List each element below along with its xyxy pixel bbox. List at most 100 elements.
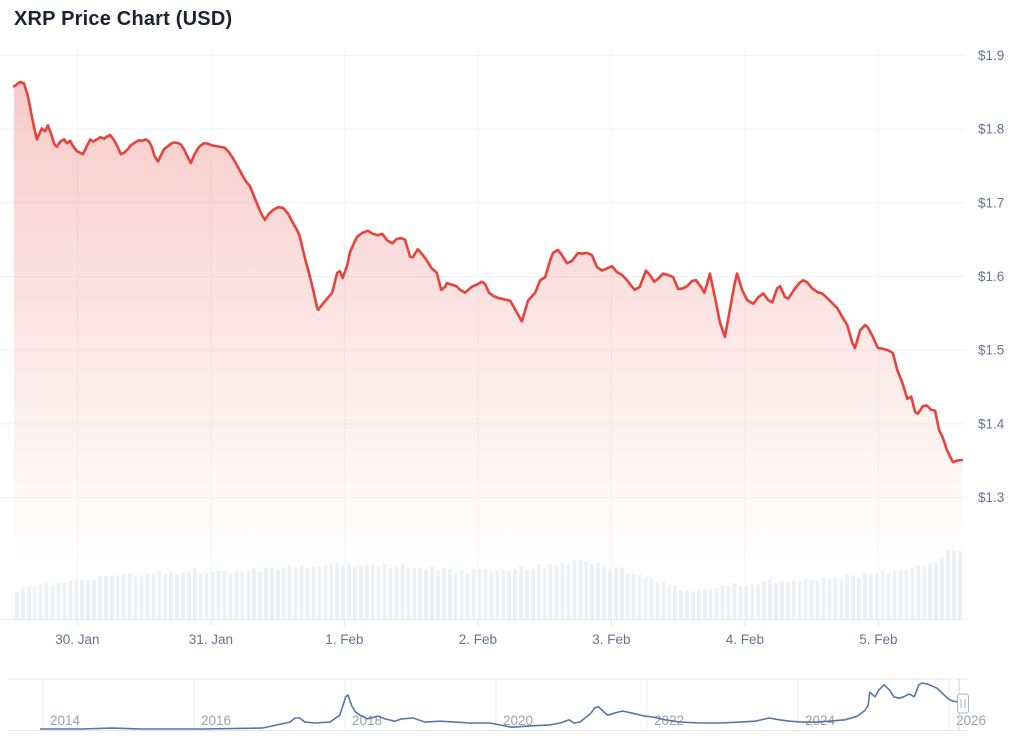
volume-bar (222, 571, 227, 619)
volume-bar (507, 571, 512, 619)
volume-bar (382, 563, 387, 619)
volume-bar (204, 573, 209, 619)
volume-bar (311, 566, 316, 619)
volume-bar (483, 569, 488, 619)
price-line[interactable] (12, 80, 964, 464)
volume-bar (791, 580, 796, 619)
volume-bar (750, 584, 755, 619)
volume-bar (358, 565, 363, 619)
volume-bar (596, 562, 600, 619)
volume-bar (744, 586, 749, 619)
volume-bar (62, 582, 67, 619)
volume-bar (477, 568, 482, 619)
volume-bar (329, 563, 334, 619)
volume-bar (560, 562, 565, 619)
volume-bar (613, 567, 618, 619)
volume-bar (857, 577, 861, 619)
volume-bar (192, 568, 197, 619)
volume-bar (216, 570, 221, 619)
volume-bar (691, 591, 695, 619)
volume-bar (447, 568, 452, 619)
volume-bar (602, 566, 606, 619)
volume-bar (803, 578, 808, 619)
y-axis-label: $1.8 (978, 122, 1004, 137)
volume-bar (44, 583, 49, 619)
x-axis-label: 3. Feb (592, 632, 630, 647)
volume-bar (376, 567, 381, 619)
volume-bar (471, 569, 476, 619)
volume-bar (904, 569, 909, 619)
y-axis-label: $1.9 (978, 48, 1004, 63)
navigator-year-label: 2024 (805, 713, 836, 728)
volume-bar (839, 579, 844, 619)
volume-bar (26, 586, 31, 619)
volume-bar (74, 579, 79, 619)
navigator-series-line[interactable] (40, 682, 958, 730)
volume-bar (210, 572, 215, 619)
navigator-year-label: 2016 (201, 713, 231, 728)
volume-bar (827, 579, 832, 619)
volume-bar (264, 567, 268, 619)
volume-bar (347, 563, 351, 619)
y-axis-label: $1.5 (978, 343, 1004, 358)
navigator-year-label: 2014 (50, 713, 81, 728)
volume-bar (495, 570, 500, 619)
volume-bar (886, 572, 891, 619)
volume-bar (762, 580, 767, 619)
navigator-drag-handle[interactable] (957, 693, 969, 714)
volume-bar (335, 562, 340, 619)
volume-bar (940, 556, 944, 619)
navigator-year-label: 2026 (956, 713, 986, 728)
volume-bar (530, 568, 535, 619)
volume-bar (631, 574, 636, 619)
page-title: XRP Price Chart (USD) (14, 8, 233, 30)
y-axis-label: $1.3 (978, 490, 1004, 505)
volume-bar (572, 559, 577, 619)
volume-bar (643, 577, 648, 619)
volume-bar (258, 571, 262, 619)
volume-bar (720, 585, 725, 619)
volume-bar (418, 567, 423, 619)
volume-bar (424, 569, 429, 619)
volume-bar (910, 568, 915, 619)
volume-bar (394, 567, 399, 619)
volume-bar (880, 570, 885, 619)
volume-bar (145, 573, 150, 619)
volume-bars (15, 550, 962, 619)
volume-bar (946, 550, 950, 619)
x-axis: 30. Jan 31. Jan 1. Feb 2. Feb 3. Feb 4. Feb 5.… (0, 619, 965, 647)
handle-grip-icon[interactable] (957, 693, 969, 714)
volume-bar (240, 571, 245, 619)
volume-bar (815, 580, 820, 619)
volume-bar (412, 567, 417, 619)
volume-bar (578, 560, 583, 619)
volume-bar (169, 572, 174, 619)
volume-bar (228, 572, 233, 619)
volume-bar (679, 589, 684, 619)
volume-bar (513, 568, 517, 619)
volume-bar (898, 569, 903, 619)
volume-bar (922, 566, 927, 619)
volume-bar (364, 564, 369, 619)
volume-bar (892, 571, 897, 619)
volume-bar (157, 570, 162, 619)
volume-bar (519, 566, 523, 619)
x-axis-label: 5. Feb (859, 632, 897, 647)
volume-bar (489, 572, 494, 619)
volume-bar (780, 581, 784, 619)
volume-bar (98, 576, 102, 619)
volume-bar (655, 581, 660, 619)
volume-bar (246, 570, 251, 619)
volume-bar (92, 579, 96, 619)
navigator-year-label: 2020 (503, 713, 533, 728)
volume-bar (584, 561, 589, 619)
range-navigator[interactable]: 2014 2016 2018 2020 2022 2024 2026 (8, 678, 986, 731)
volume-bar (133, 576, 138, 619)
volume-bar (127, 573, 132, 619)
volume-bar (738, 586, 743, 619)
volume-bar (234, 571, 239, 619)
price-area (14, 81, 962, 619)
volume-bar (708, 589, 713, 619)
volume-bar (270, 567, 274, 619)
